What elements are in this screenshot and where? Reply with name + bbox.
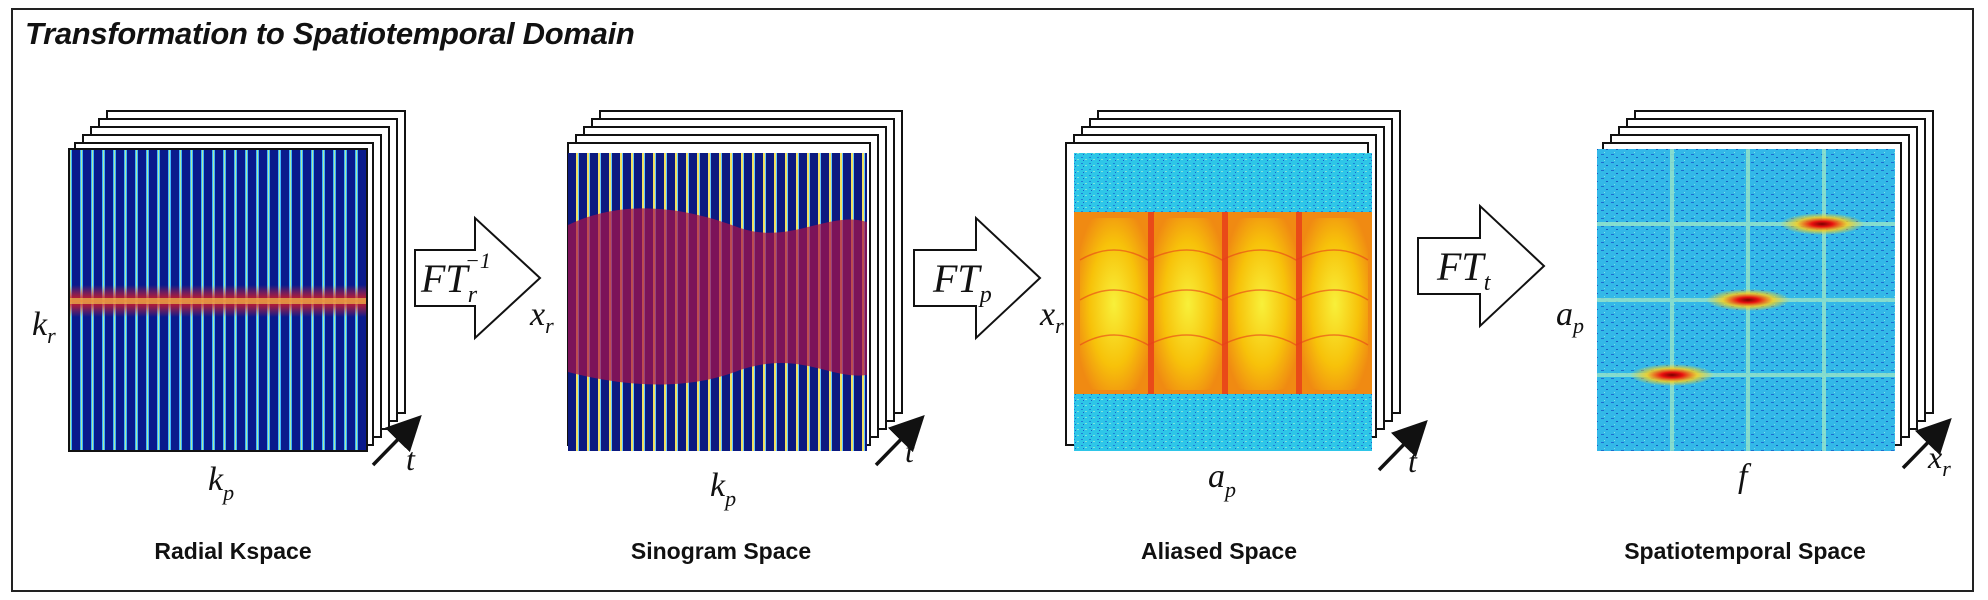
panel2-vertical-axis-label: xr bbox=[529, 296, 554, 338]
stack-arrows bbox=[371, 414, 1952, 472]
panel1-stack-axis-label: t bbox=[406, 441, 416, 477]
panel1-horizontal-axis-label: kp bbox=[208, 461, 234, 505]
panel2-stack-axis-label: t bbox=[905, 433, 915, 469]
figure-frame bbox=[11, 8, 1974, 592]
transform-label-3: FTt bbox=[1436, 244, 1492, 296]
transform-arrow-3 bbox=[1417, 203, 1546, 329]
panel4-horizontal-axis-label: f bbox=[1738, 458, 1752, 495]
panel-spatiotemporal bbox=[1597, 110, 1934, 451]
panel-title-aliased-space: Aliased Space bbox=[1141, 538, 1297, 564]
panel3-horizontal-axis-label: ap bbox=[1208, 458, 1236, 502]
panel2-horizontal-axis-label: kp bbox=[710, 467, 736, 511]
panel4-vertical-axis-label: ap bbox=[1556, 296, 1584, 338]
transform-label-2: FTp bbox=[932, 256, 992, 308]
panel-title-spatiotemporal-space: Spatiotemporal Space bbox=[1624, 538, 1866, 564]
panel3-vertical-axis-label: xr bbox=[1039, 296, 1064, 338]
spatiotemporal-peaks bbox=[1630, 213, 1864, 386]
panel-sinogram bbox=[567, 110, 903, 451]
transform-arrow-1 bbox=[414, 215, 542, 341]
transform-label-1: FTr−1 bbox=[420, 248, 491, 308]
transform-arrow-2 bbox=[913, 215, 1042, 341]
aliased-hot-columns bbox=[1148, 212, 1302, 394]
panel-title-radial-kspace: Radial Kspace bbox=[154, 538, 312, 564]
panel-title-sinogram-space: Sinogram Space bbox=[630, 538, 812, 564]
panel3-stack-axis-label: t bbox=[1408, 443, 1418, 479]
panel-radial-kspace bbox=[68, 110, 406, 452]
panel-aliased bbox=[1065, 110, 1401, 451]
panel4-stack-axis-label: xr bbox=[1927, 439, 1951, 481]
aliased-cells bbox=[1080, 218, 1368, 390]
panel1-vertical-axis-label: kr bbox=[32, 306, 56, 348]
sinogram-band bbox=[568, 208, 867, 385]
figure-title: Transformation to Spatiotemporal Domain bbox=[25, 16, 635, 51]
